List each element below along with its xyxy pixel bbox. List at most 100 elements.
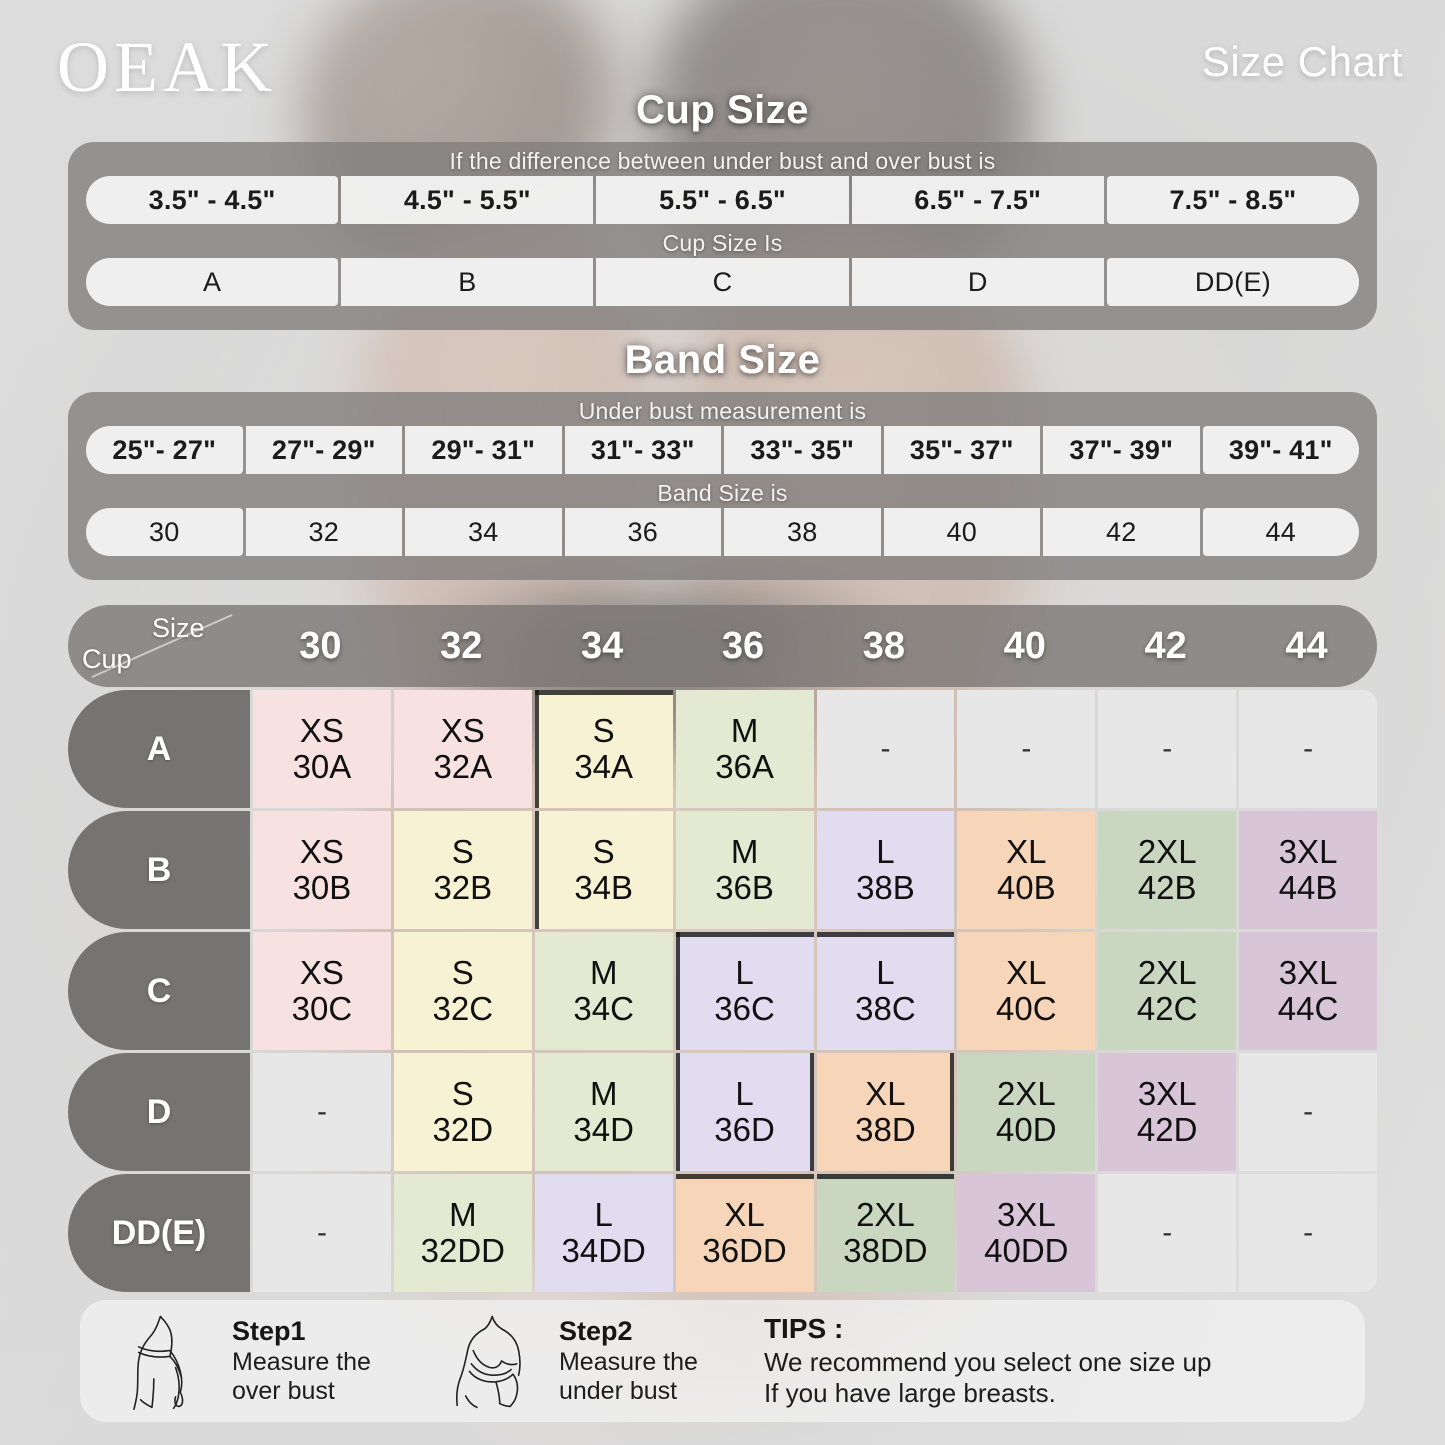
matrix-cell-42-A: - [1098,690,1237,808]
matrix-row-label-B: B [68,811,250,929]
matrix-col-header-32: 32 [440,624,483,667]
matrix-cell-32-DDE: M 32DD [393,1174,532,1292]
tips-title: TIPS : [763,1313,844,1345]
cell-size-label: 3XL [1137,1075,1197,1113]
cell-size-label: S [451,833,474,871]
tips-line1: We recommend you select one size up [763,1347,1212,1378]
step2-text: Step2 Measure the under bust [559,1315,698,1407]
size-matrix: Size Cup 30 32 34 36 38 40 42 44 A XS 30A XS 32A S 34… [68,605,1377,1292]
matrix-row-label-DDE: DD(E) [68,1174,250,1292]
matrix-cell-32-B: S 32B [393,811,532,929]
matrix-cell-40-B: XL 40B [957,811,1096,929]
cell-size-label: 2XL [1137,833,1197,871]
cell-size-label: M [449,1196,477,1234]
matrix-cell-32-C: S 32C [393,932,532,1050]
step1-block: Step1 Measure the over bust [116,1309,371,1413]
band-value-cell-4: 38 [724,508,881,556]
matrix-row-label-C: C [68,932,250,1050]
cell-size-code: 34B [574,869,634,906]
cell-size-code: 42B [1137,869,1197,906]
matrix-cell-38-DDE: 2XL 38DD [816,1174,955,1292]
cell-size-label: L [876,954,895,992]
cell-size-code: 36B [715,869,774,906]
cell-size-label: XL [724,1196,765,1234]
cell-size-label: XS [299,712,344,750]
cell-size-label: XS [299,833,344,871]
cell-size-code: 32D [432,1111,494,1148]
band-size-caption-top: Under bust measurement is [578,398,867,424]
cell-size-label: L [594,1196,613,1234]
cell-size-label: M [730,833,759,871]
cup-range-cell-4: 7.5" - 8.5" [1106,176,1360,224]
matrix-cell-30-D: - [253,1053,391,1171]
step2-line2: under bust [558,1377,678,1406]
footer-instructions: Step1 Measure the over bust [80,1300,1365,1422]
matrix-cell-30-DDE: - [253,1174,391,1292]
matrix-cell-36-B: M 36B [675,811,814,929]
cup-size-panel: If the difference between under bust and… [68,142,1377,330]
cell-size-code: 44C [1277,990,1339,1027]
cell-size-code: 38B [856,869,915,906]
cell-size-code: 36A [715,748,774,785]
cell-size-label: XL [1006,954,1047,992]
band-range-cell-0: 25"- 27" [86,426,243,474]
matrix-cell-42-C: 2XL 42C [1098,932,1237,1050]
cup-range-cell-3: 6.5" - 7.5" [851,176,1104,224]
matrix-cell-42-B: 2XL 42B [1098,811,1237,929]
band-range-cell-7: 39"- 41" [1202,426,1359,474]
cup-value-cell-0: A [86,258,339,306]
matrix-cell-32-D: S 32D [393,1053,532,1171]
cup-value-cell-3: D [851,258,1104,306]
band-range-cell-5: 35"- 37" [883,426,1040,474]
cell-size-label: XL [865,1075,906,1113]
cell-size-code: 32C [432,990,494,1027]
matrix-cell-44-DDE: - [1239,1174,1377,1292]
matrix-row-C: C XS 30C S 32C M 34C L 36C L 38C XL 40C 2XL 42C 3XL 44C [68,932,1377,1050]
band-value-cell-6: 42 [1043,508,1200,556]
band-range-cell-2: 29"- 31" [405,426,562,474]
step1-line2: over bust [232,1377,335,1406]
matrix-cell-36-DDE: XL 36DD [675,1174,814,1292]
band-value-cell-3: 36 [564,508,721,556]
cell-size-label: S [592,712,615,750]
diagonal-divider-icon [91,614,233,678]
cup-value-cell-4: DD(E) [1106,258,1360,306]
matrix-cell-36-A: M 36A [675,690,814,808]
band-range-cell-4: 33"- 35" [724,426,881,474]
matrix-cell-30-A: XS 30A [253,690,391,808]
cell-size-label: 3XL [1278,954,1338,992]
cell-size-code: 36C [714,990,775,1027]
cell-size-code: 34C [573,990,634,1027]
cup-size-caption-mid: Cup Size Is [662,230,783,256]
matrix-row-A: A XS 30A XS 32A S 34A M 36A - - - - [68,690,1377,808]
cell-size-label: S [592,833,615,871]
tips-block: TIPS : We recommend you select one size … [764,1312,1212,1409]
matrix-cell-40-D: 2XL 40D [957,1053,1096,1171]
band-value-cell-2: 34 [405,508,562,556]
cell-size-code: 32A [433,748,493,785]
step1-text: Step1 Measure the over bust [232,1315,371,1407]
cell-size-code: 34D [573,1111,634,1148]
over-bust-measure-illustration-icon [133,1315,184,1411]
matrix-col-header-38: 38 [862,624,906,667]
cell-size-label: XS [299,954,344,992]
matrix-cell-40-DDE: 3XL 40DD [957,1174,1096,1292]
matrix-cell-34-B: S 34B [534,811,673,929]
brand-logo: OEAK [57,27,277,107]
cell-size-label: M [589,1075,618,1113]
band-value-cell-0: 30 [86,508,243,556]
cell-size-code: 36DD [702,1232,787,1269]
tips-line2: If you have large breasts. [763,1378,1056,1409]
band-range-cell-6: 37"- 39" [1043,426,1200,474]
step2-title: Step2 [558,1316,633,1347]
matrix-row-label-A: A [68,690,250,808]
cup-value-cell-2: C [596,258,849,306]
cell-size-label: M [730,712,759,750]
matrix-cell-34-A: S 34A [534,690,673,808]
cell-size-label: L [735,954,754,992]
matrix-cell-44-B: 3XL 44B [1239,811,1377,929]
cell-size-code: 40B [996,869,1056,906]
cell-size-code: 40D [996,1111,1057,1148]
matrix-cell-34-C: M 34C [534,932,673,1050]
matrix-col-header-44: 44 [1285,624,1328,667]
